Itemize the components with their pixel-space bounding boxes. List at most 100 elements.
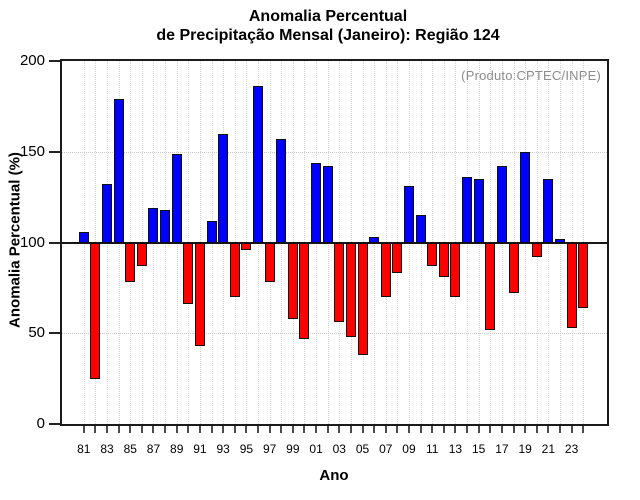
y-tick-label: 150 bbox=[19, 142, 45, 160]
x-tick bbox=[361, 426, 364, 433]
bar bbox=[508, 242, 519, 294]
bar bbox=[90, 242, 101, 379]
y-tick bbox=[49, 332, 60, 335]
x-tick-label: 93 bbox=[216, 442, 230, 456]
x-tick bbox=[349, 426, 352, 433]
y-tick-label: 100 bbox=[19, 233, 45, 251]
x-tick bbox=[535, 426, 538, 433]
bar bbox=[438, 242, 449, 277]
x-tick bbox=[477, 426, 480, 433]
bar bbox=[264, 242, 275, 283]
bar bbox=[369, 237, 380, 243]
bar bbox=[415, 215, 426, 243]
bar bbox=[357, 242, 368, 356]
bar bbox=[496, 166, 507, 243]
x-tick bbox=[280, 426, 283, 433]
bar bbox=[218, 133, 229, 243]
x-tick-label: 23 bbox=[564, 442, 579, 456]
bar bbox=[450, 242, 461, 297]
source-credit: (Produto:CPTEC/INPE) bbox=[461, 68, 601, 83]
x-tick bbox=[187, 426, 190, 433]
x-tick bbox=[152, 426, 155, 433]
x-tick bbox=[570, 426, 573, 433]
h-gridline bbox=[62, 151, 607, 153]
x-tick-label: 17 bbox=[495, 442, 509, 456]
bar bbox=[102, 184, 113, 243]
y-tick bbox=[49, 60, 60, 62]
x-tick bbox=[129, 426, 132, 433]
y-tick bbox=[49, 423, 60, 425]
x-tick-label: 81 bbox=[77, 442, 91, 456]
plot-area: (Produto:CPTEC/INPE) bbox=[60, 59, 609, 426]
x-tick bbox=[442, 426, 445, 433]
bar bbox=[276, 139, 287, 243]
bar bbox=[427, 242, 438, 267]
bar bbox=[229, 242, 240, 297]
bar bbox=[78, 231, 89, 243]
bar bbox=[485, 242, 496, 330]
x-tick-label: 85 bbox=[123, 442, 137, 456]
x-tick bbox=[338, 426, 341, 433]
x-tick-label: 91 bbox=[193, 442, 207, 456]
bar bbox=[322, 166, 333, 243]
bar bbox=[253, 86, 263, 243]
x-tick-label: 01 bbox=[309, 442, 323, 456]
bar bbox=[345, 242, 356, 337]
bar bbox=[554, 238, 565, 243]
x-tick-label: 99 bbox=[286, 442, 300, 456]
x-tick bbox=[407, 426, 410, 433]
x-tick-label: 09 bbox=[402, 442, 416, 456]
bar bbox=[462, 177, 473, 243]
x-tick bbox=[94, 426, 97, 433]
x-tick bbox=[198, 426, 201, 433]
bar bbox=[578, 242, 589, 308]
bar bbox=[148, 208, 159, 243]
x-tick-label: 13 bbox=[448, 442, 463, 456]
bar bbox=[125, 242, 136, 283]
x-tick bbox=[558, 426, 561, 433]
x-tick-label: 83 bbox=[100, 442, 114, 456]
x-axis-title: Ano bbox=[319, 467, 349, 484]
y-tick-label: 200 bbox=[19, 52, 45, 69]
x-tick bbox=[489, 426, 492, 433]
x-tick-label: 97 bbox=[262, 442, 277, 456]
x-tick bbox=[106, 426, 109, 433]
x-tick bbox=[222, 426, 225, 433]
bar bbox=[171, 153, 182, 243]
x-tick bbox=[500, 426, 503, 433]
bar bbox=[403, 186, 414, 243]
bar bbox=[241, 242, 252, 250]
bar bbox=[531, 242, 542, 258]
x-tick bbox=[245, 426, 248, 433]
bar bbox=[194, 242, 205, 346]
bar bbox=[566, 242, 577, 328]
x-tick-label: 89 bbox=[170, 442, 184, 456]
x-tick bbox=[233, 426, 236, 433]
x-tick bbox=[384, 426, 387, 433]
bar bbox=[287, 242, 298, 319]
x-tick bbox=[512, 426, 515, 433]
y-tick-label: 0 bbox=[36, 415, 45, 432]
x-tick bbox=[82, 426, 85, 433]
x-tick bbox=[373, 426, 376, 433]
x-tick bbox=[524, 426, 527, 433]
bar bbox=[136, 242, 147, 267]
x-tick bbox=[326, 426, 329, 433]
x-tick bbox=[291, 426, 294, 433]
x-tick bbox=[164, 426, 167, 433]
chart-title-line1: Anomalia Percentual bbox=[248, 8, 408, 25]
x-tick-label: 15 bbox=[471, 442, 486, 456]
bar bbox=[392, 242, 403, 274]
bar bbox=[160, 209, 171, 243]
x-tick bbox=[303, 426, 306, 433]
bar bbox=[520, 151, 531, 243]
x-tick-label: 03 bbox=[332, 442, 346, 456]
x-tick bbox=[582, 426, 585, 433]
h-gridline bbox=[62, 333, 607, 335]
bar bbox=[299, 242, 310, 339]
x-tick bbox=[210, 426, 213, 433]
x-tick bbox=[454, 426, 457, 433]
bar bbox=[473, 178, 484, 243]
x-tick bbox=[268, 426, 271, 433]
bar bbox=[206, 220, 217, 243]
